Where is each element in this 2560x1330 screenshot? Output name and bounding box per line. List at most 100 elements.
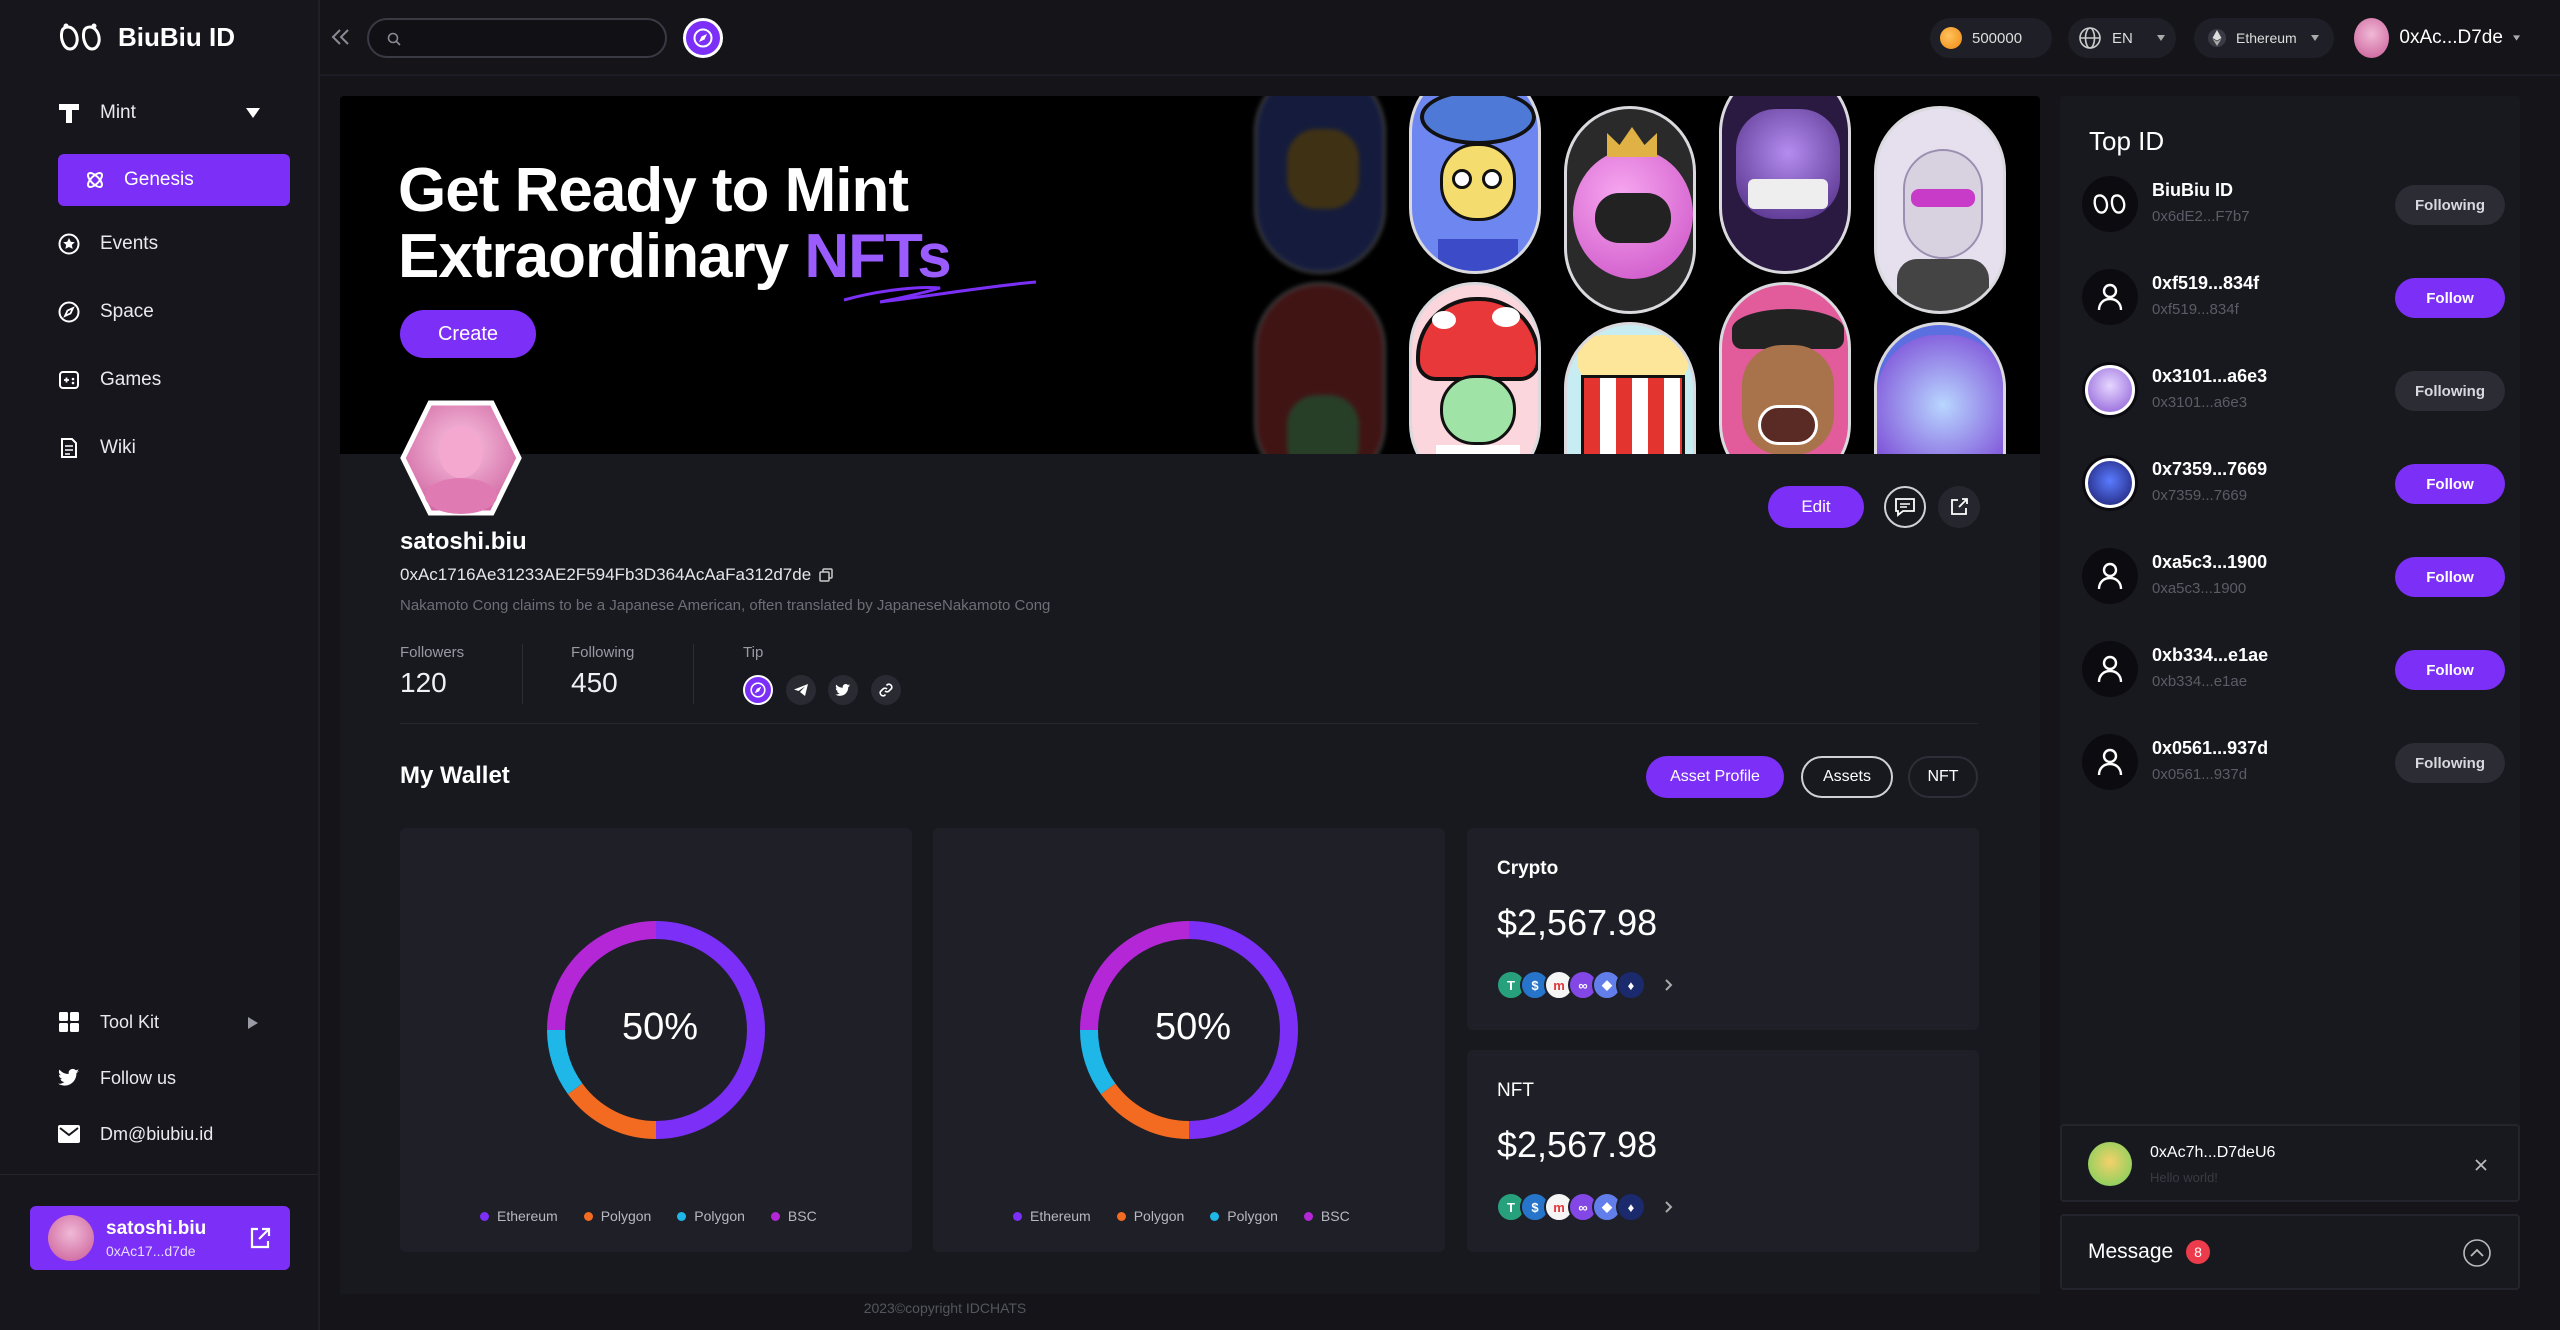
stat-value: 120: [400, 667, 447, 698]
compass-icon: [750, 682, 766, 698]
top-id-name: 0xb334...e1ae: [2152, 645, 2269, 665]
divider: [693, 644, 694, 704]
chevron-right-icon[interactable]: [1664, 1200, 1674, 1214]
logout-icon[interactable]: [248, 1226, 272, 1250]
nft-thumbnail[interactable]: [1254, 96, 1386, 274]
legend-label: Polygon: [1133, 1208, 1185, 1224]
chat-popup-name: 0xAc7h...D7deU6: [2150, 1144, 2276, 1161]
balance-pill[interactable]: 500000: [1930, 18, 2052, 58]
current-user-card[interactable]: satoshi.biu 0xAc17...d7de: [30, 1206, 290, 1270]
follow-button[interactable]: Follow: [2395, 278, 2505, 318]
sidebar-item-wiki[interactable]: Wiki: [58, 437, 136, 459]
collapse-sidebar-icon[interactable]: [330, 26, 352, 48]
follow-button[interactable]: Follow: [2395, 557, 2505, 597]
legend-item: Polygon: [583, 1208, 651, 1224]
tip-link-button[interactable]: [871, 675, 901, 705]
message-button[interactable]: [1884, 486, 1926, 528]
follow-button[interactable]: Follow: [2395, 650, 2505, 690]
user-address: 0xAc17...d7de: [106, 1242, 196, 1259]
document-icon: [58, 437, 80, 459]
caret-down-icon: [2310, 35, 2319, 41]
avatar: [48, 1215, 94, 1261]
top-id-address: 0xb334...e1ae: [2152, 673, 2248, 690]
crypto-value: $2,567.98: [1497, 902, 1658, 943]
close-icon[interactable]: [2474, 1158, 2488, 1172]
sidebar-item-dm[interactable]: Dm@biubiu.id: [58, 1123, 213, 1145]
tip-telegram-button[interactable]: [786, 675, 816, 705]
sidebar-item-genesis[interactable]: Genesis: [58, 154, 290, 206]
nft-thumbnail[interactable]: [1719, 282, 1851, 454]
nft-thumbnail[interactable]: [1874, 322, 2006, 454]
tab-nft[interactable]: NFT: [1908, 756, 1978, 798]
top-id-address: 0xf519...834f: [2152, 301, 2239, 318]
telegram-icon: [794, 684, 808, 696]
nft-thumbnail[interactable]: [1564, 106, 1696, 314]
nft-thumbnail[interactable]: [1874, 106, 2006, 314]
share-button[interactable]: [1938, 486, 1980, 528]
nft-thumbnail[interactable]: [1409, 282, 1541, 454]
message-bar[interactable]: Message 8: [2060, 1214, 2520, 1290]
caret-down-icon[interactable]: [246, 108, 260, 118]
tab-assets[interactable]: Assets: [1801, 756, 1893, 798]
nft-thumbnail[interactable]: [1254, 282, 1386, 454]
nft-thumbnail[interactable]: [1409, 96, 1541, 274]
sidebar-item-events[interactable]: Events: [58, 233, 158, 255]
followers-stat[interactable]: Followers 120: [400, 644, 464, 699]
follow-button[interactable]: Follow: [2395, 464, 2505, 504]
top-id-row[interactable]: 0x0561...937d 0x0561...937d Following: [2082, 734, 2512, 794]
sidebar-item-label: Events: [100, 233, 159, 254]
app-logo[interactable]: BiuBiu ID: [58, 22, 235, 53]
explore-button[interactable]: [683, 18, 723, 58]
tab-asset-profile[interactable]: Asset Profile: [1646, 756, 1784, 798]
top-id-row[interactable]: 0xb334...e1ae 0xb334...e1ae Follow: [2082, 641, 2512, 701]
donut-chart: [1080, 921, 1298, 1139]
donut-legend: Ethereum Polygon Polygon BSC: [480, 1208, 817, 1224]
chat-popup[interactable]: 0xAc7h...D7deU6 Hello world!: [2060, 1124, 2520, 1202]
top-id-row[interactable]: 0x7359...7669 0x7359...7669 Follow: [2082, 455, 2512, 515]
top-id-panel: [2060, 96, 2520, 1130]
network-select[interactable]: Ethereum: [2194, 18, 2334, 58]
following-button[interactable]: Following: [2395, 185, 2505, 225]
top-id-address: 0x7359...7669: [2152, 487, 2248, 504]
top-id-name: 0x7359...7669: [2152, 459, 2268, 479]
legend-label: BSC: [787, 1208, 817, 1224]
following-button[interactable]: Following: [2395, 743, 2505, 783]
chevron-right-icon[interactable]: [1664, 978, 1674, 992]
sidebar-item-follow-us[interactable]: Follow us: [58, 1067, 176, 1089]
sidebar-item-toolkit[interactable]: Tool Kit: [58, 1011, 159, 1033]
sidebar-item-mint[interactable]: Mint: [58, 102, 136, 124]
copyright-footer: 2023©copyright IDCHATS: [863, 1300, 1027, 1316]
following-button[interactable]: Following: [2395, 371, 2505, 411]
flame-icon: ♦: [1616, 1192, 1646, 1222]
create-button[interactable]: Create: [400, 310, 536, 358]
top-id-row[interactable]: 0xa5c3...1900 0xa5c3...1900 Follow: [2082, 548, 2512, 608]
top-id-row[interactable]: 0x3101...a6e3 0x3101...a6e3 Following: [2082, 362, 2512, 422]
top-id-address: 0xa5c3...1900: [2152, 580, 2247, 597]
search-input[interactable]: [409, 28, 649, 50]
profile-bio: Nakamoto Cong claims to be a Japanese Am…: [400, 597, 1051, 614]
mail-icon: [58, 1123, 80, 1145]
profile-avatar[interactable]: [400, 400, 522, 516]
tip-biubiu-button[interactable]: [743, 675, 773, 705]
edit-profile-button[interactable]: Edit: [1768, 486, 1864, 528]
nft-thumbnail[interactable]: [1564, 322, 1696, 454]
copy-icon[interactable]: [819, 568, 833, 582]
avatar: [2082, 734, 2138, 790]
avatar: [2082, 269, 2138, 325]
following-stat[interactable]: Following 450: [571, 644, 634, 699]
tip-twitter-button[interactable]: [828, 675, 858, 705]
nft-thumbnail[interactable]: [1719, 96, 1851, 274]
sidebar-item-space[interactable]: Space: [58, 301, 154, 323]
sidebar-item-games[interactable]: Games: [58, 369, 161, 391]
sidebar-item-label: Dm@biubiu.id: [100, 1123, 214, 1144]
language-select[interactable]: EN: [2068, 18, 2176, 58]
top-id-row[interactable]: BiuBiu ID 0x6dE2...F7b7 Following: [2082, 176, 2512, 236]
search-bar[interactable]: [367, 18, 667, 58]
account-menu[interactable]: 0xAc...D7de: [2350, 18, 2520, 58]
chevron-up-icon[interactable]: [2462, 1238, 2492, 1268]
caret-right-icon[interactable]: [248, 1017, 258, 1029]
top-id-row[interactable]: 0xf519...834f 0xf519...834f Follow: [2082, 269, 2512, 329]
top-bar: [320, 0, 2560, 76]
top-id-address: 0x6dE2...F7b7: [2152, 208, 2250, 225]
hero-title-line1: Get Ready to Mint: [398, 156, 909, 225]
